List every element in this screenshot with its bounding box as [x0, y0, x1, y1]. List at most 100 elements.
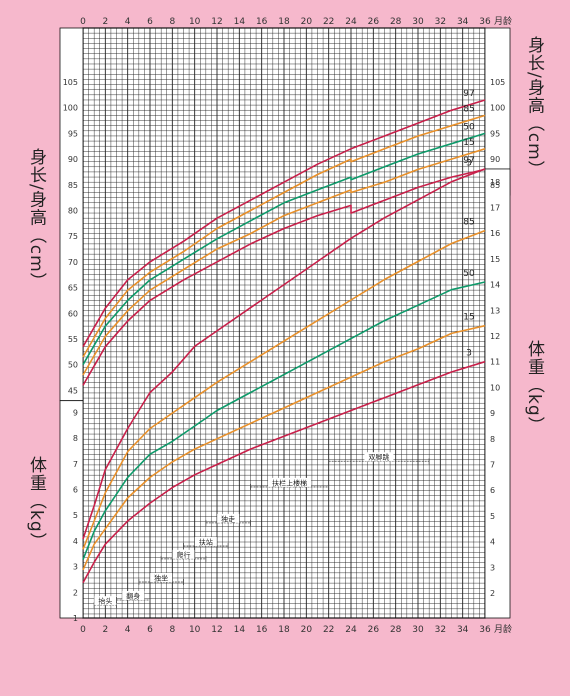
x-tick-label-bottom: 12	[211, 625, 222, 635]
x-tick-label-bottom: 26	[368, 625, 380, 635]
weight-tick-right: 2	[490, 589, 495, 598]
x-tick-label-bottom: 14	[234, 625, 246, 635]
height-tick-left: 95	[68, 129, 78, 138]
height-tick-left: 45	[68, 386, 78, 395]
x-tick-label-bottom: 28	[390, 625, 402, 635]
weight-scale-right	[484, 168, 511, 619]
weight-tick-right: 11	[490, 358, 500, 367]
x-tick-label-bottom: 16	[256, 625, 268, 635]
x-tick-label-top: 14	[234, 17, 246, 27]
weight-axis-label-left: 体重（kg）	[26, 456, 46, 551]
weight-tick-right: 12	[490, 332, 500, 341]
height-series-label-97: 97	[463, 89, 474, 99]
weight-tick-left: 8	[73, 434, 78, 443]
x-tick-label-top: 10	[189, 17, 201, 27]
milestone-label-bg	[194, 537, 217, 547]
weight-tick-left: 6	[73, 486, 78, 495]
x-tick-label-bottom: 30	[412, 625, 424, 635]
weight-axis-label-right: 体重（kg）	[524, 340, 544, 435]
milestone-label-bg	[268, 477, 312, 487]
height-tick-left: 90	[68, 155, 78, 164]
x-tick-label-top: 2	[102, 17, 108, 27]
x-tick-label-top: 22	[323, 17, 334, 27]
milestone-label-bg	[94, 596, 117, 606]
height-tick-left: 100	[63, 104, 78, 113]
height-tick-left: 75	[68, 232, 78, 241]
weight-series-85	[82, 229, 486, 550]
milestone-label: 扶站	[199, 538, 213, 547]
weight-tick-right: 18	[490, 178, 500, 187]
x-tick-label-bottom: 10	[189, 625, 201, 635]
x-tick-label-top: 8	[169, 17, 175, 27]
height-tick-left: 50	[68, 361, 78, 370]
height-series-label-50: 50	[463, 122, 475, 132]
x-tick-label-top: 24	[345, 17, 357, 27]
weight-tick-right: 17	[490, 204, 500, 213]
height-tick-left: 60	[68, 309, 78, 318]
x-tick-label-top: 4	[125, 17, 131, 27]
milestone-label: 翻身	[126, 592, 140, 601]
height-tick-left: 105	[63, 78, 78, 87]
height-axis-label-left: 身长/身高（cm）	[26, 148, 46, 291]
weight-tick-right: 13	[490, 306, 500, 315]
weight-tick-right: 10	[490, 383, 500, 392]
weight-scale-left	[59, 400, 84, 619]
height-series-label-85: 85	[463, 104, 474, 114]
x-tick-label-top: 28	[390, 17, 402, 27]
x-tick-label-bottom: 24	[345, 625, 357, 635]
weight-tick-left: 7	[73, 460, 78, 469]
x-tick-label-top: 16	[256, 17, 268, 27]
milestone-label-bg	[217, 513, 240, 523]
weight-series-3	[82, 360, 486, 584]
height-series-50	[82, 132, 486, 366]
x-tick-label-top: 0	[80, 17, 86, 27]
height-tick-left: 65	[68, 284, 78, 293]
height-tick-right: 90	[490, 155, 500, 164]
weight-series-label-3: 3	[466, 349, 472, 359]
weight-tick-right: 14	[490, 281, 500, 290]
x-unit-label-bottom: 月龄	[494, 623, 512, 635]
height-tick-left: 70	[68, 258, 78, 267]
height-tick-right: 100	[490, 104, 505, 113]
weight-series-15	[82, 324, 486, 571]
x-tick-label-bottom: 20	[301, 625, 313, 635]
height-tick-right: 95	[490, 129, 500, 138]
x-tick-label-bottom: 22	[323, 625, 334, 635]
milestone-label-bg	[364, 452, 394, 462]
weight-tick-left: 4	[73, 537, 78, 546]
x-tick-label-top: 12	[211, 17, 222, 27]
milestone-label: 双脚跳	[368, 453, 389, 462]
height-series-label-15: 15	[463, 138, 474, 148]
x-tick-label-bottom: 8	[169, 625, 175, 635]
weight-tick-right: 7	[490, 461, 495, 470]
weight-tick-left: 1	[73, 614, 78, 623]
height-series-85	[82, 114, 486, 358]
milestone-label: 扶栏上楼梯	[272, 478, 307, 487]
weight-tick-right: 5	[490, 512, 495, 521]
x-tick-label-bottom: 0	[80, 625, 86, 635]
milestone-label: 独坐	[154, 574, 168, 583]
height-tick-left: 80	[68, 207, 78, 216]
weight-tick-right: 16	[490, 229, 500, 238]
height-scale-right	[484, 27, 511, 196]
weight-series-50	[82, 281, 486, 560]
weight-series-label-50: 50	[463, 269, 475, 279]
height-tick-left: 55	[68, 335, 78, 344]
x-tick-label-top: 34	[457, 17, 469, 27]
milestone-label: 独走	[221, 514, 235, 523]
weight-tick-left: 3	[73, 563, 78, 572]
x-unit-label-top: 月龄	[494, 15, 512, 27]
height-series-97	[82, 99, 486, 348]
weight-tick-right: 8	[490, 435, 495, 444]
weight-tick-right: 15	[490, 255, 500, 264]
height-tick-right: 105	[490, 78, 505, 87]
height-axis-label-right: 身长/身高（cm）	[524, 36, 544, 179]
x-tick-label-bottom: 6	[147, 625, 153, 635]
height-tick-left: 85	[68, 181, 78, 190]
milestone-label-bg	[172, 549, 195, 559]
weight-series-97	[82, 168, 486, 540]
milestone-label: 爬行	[177, 550, 191, 559]
x-tick-label-top: 6	[147, 17, 153, 27]
